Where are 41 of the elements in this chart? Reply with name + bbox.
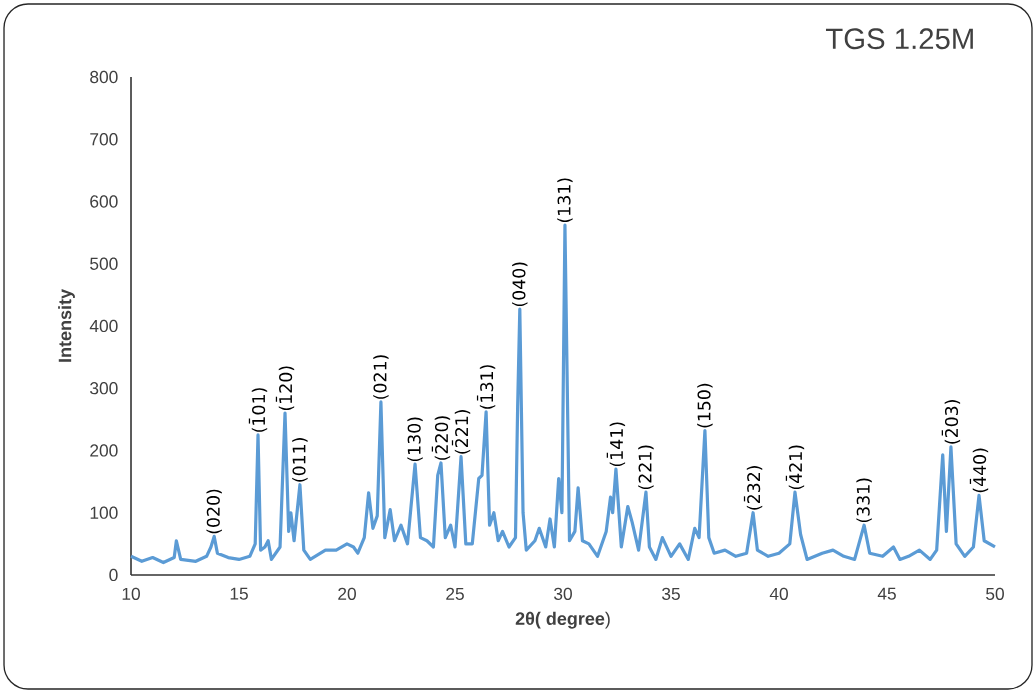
y-tick-label: 500: [90, 257, 118, 270]
x-tick-label: 20: [338, 587, 356, 600]
annotation: (2̄21): [451, 410, 471, 454]
x-tick-label: 25: [446, 587, 464, 600]
annotation: (1̄20): [275, 366, 295, 411]
annotation: (1̄31): [476, 365, 496, 409]
y-tick-label: 700: [90, 133, 118, 146]
annotation: (040): [512, 262, 528, 307]
annotation: (4̄40): [969, 448, 989, 493]
y-tick-label: 100: [90, 506, 118, 519]
line-series: [129, 223, 997, 565]
annotation: (020): [206, 489, 222, 534]
annotation: (130): [407, 417, 423, 462]
annotation: (021): [373, 355, 389, 399]
y-axis-title: Intensity: [58, 289, 75, 362]
annotation: (2̄03): [941, 400, 961, 444]
x-tick-label: 35: [662, 587, 680, 600]
y-tick-label: 400: [89, 319, 118, 333]
x-tick-label: 15: [230, 587, 248, 600]
x-tick-label: 50: [986, 587, 1004, 600]
annotation: (2̄20): [431, 416, 451, 460]
x-tick-label: 30: [554, 587, 572, 600]
annotation: (2̄32): [743, 466, 763, 510]
x-axis-title: 2θ( degree): [515, 611, 610, 629]
annotation: (011): [292, 438, 308, 482]
y-tick-label: 200: [90, 444, 118, 457]
annotation: (331): [856, 478, 872, 523]
y-tick-label: 0: [109, 568, 118, 582]
annotation: (4̄21): [785, 445, 805, 490]
x-tick-label: 10: [122, 587, 140, 600]
y-tick-label: 600: [90, 195, 118, 208]
annotation: (221): [638, 445, 654, 490]
annotation: (1̄01): [248, 388, 268, 432]
y-tick-label: 300: [90, 382, 118, 395]
x-tick-label: 45: [877, 587, 896, 600]
chart-title: TGS 1.25M: [825, 28, 973, 50]
annotation: (150): [697, 383, 713, 428]
x-tick-label: 40: [769, 587, 788, 600]
y-tick-label: 800: [90, 70, 118, 84]
annotation: (131): [557, 178, 573, 223]
annotation: (1̄41): [606, 422, 626, 467]
